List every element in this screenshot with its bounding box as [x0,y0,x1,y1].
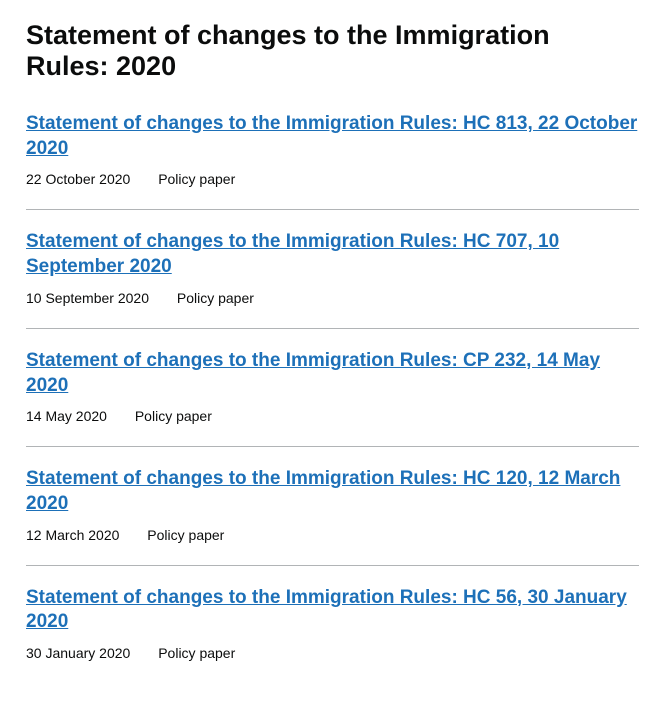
document-type: Policy paper [158,171,235,187]
document-type: Policy paper [147,527,224,543]
document-meta: 30 January 2020 Policy paper [26,645,639,661]
document-type: Policy paper [158,645,235,661]
document-meta: 22 October 2020 Policy paper [26,171,639,187]
document-date: 14 May 2020 [26,408,107,424]
document-link[interactable]: Statement of changes to the Immigration … [26,350,600,396]
document-link[interactable]: Statement of changes to the Immigration … [26,113,637,159]
document-type: Policy paper [135,408,212,424]
document-date: 30 January 2020 [26,645,130,661]
document-item: Statement of changes to the Immigration … [26,446,639,564]
document-meta: 10 September 2020 Policy paper [26,290,639,306]
document-meta: 14 May 2020 Policy paper [26,408,639,424]
document-item: Statement of changes to the Immigration … [26,112,639,209]
document-item: Statement of changes to the Immigration … [26,328,639,446]
document-item: Statement of changes to the Immigration … [26,209,639,327]
document-item: Statement of changes to the Immigration … [26,565,639,683]
document-link[interactable]: Statement of changes to the Immigration … [26,468,620,514]
document-link[interactable]: Statement of changes to the Immigration … [26,587,627,633]
document-type: Policy paper [177,290,254,306]
document-date: 12 March 2020 [26,527,119,543]
document-meta: 12 March 2020 Policy paper [26,527,639,543]
page-title: Statement of changes to the Immigration … [26,20,639,82]
document-link[interactable]: Statement of changes to the Immigration … [26,231,559,277]
document-date: 10 September 2020 [26,290,149,306]
document-list: Statement of changes to the Immigration … [26,112,639,683]
document-date: 22 October 2020 [26,171,130,187]
